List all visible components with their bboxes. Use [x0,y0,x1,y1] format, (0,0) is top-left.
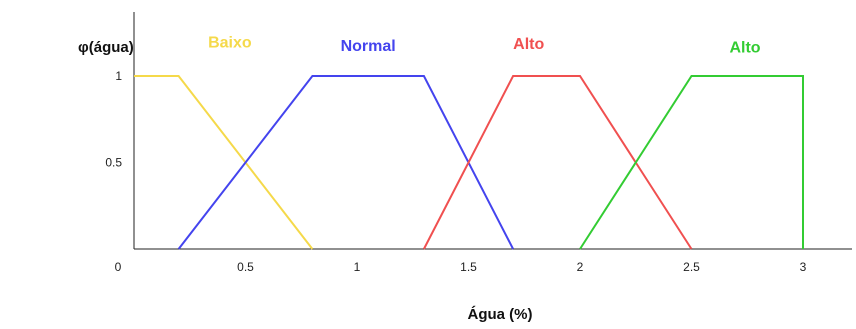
series-label-baixo-0: Baixo [208,34,252,51]
y-tick-label: 0.5 [105,156,122,170]
series-line-normal-1 [177,75,514,250]
x-axis-label: Água (%) [468,306,533,323]
series-line-alto-3 [579,75,804,250]
axes [133,12,852,250]
series-labels: Baixo Normal Alto Alto [208,34,761,56]
x-tick-label: 2 [577,260,584,274]
x-tick-labels: 0 0.5 1 1.5 2 2.5 3 [115,260,807,274]
x-tick-label: 0.5 [237,260,254,274]
y-tick-labels: 0.51 [105,69,122,170]
series-line-baixo-0 [134,75,314,250]
x-tick-label: 0 [115,260,122,274]
x-tick-label: 3 [800,260,807,274]
series-line-alto-2 [423,75,693,250]
series-lines [134,75,804,250]
x-tick-label: 2.5 [683,260,700,274]
series-label-alto-2: Alto [513,36,544,53]
series-label-alto-3: Alto [729,40,760,57]
y-tick-label: 1 [115,69,122,83]
y-axis-label: φ(água) [78,39,134,56]
x-tick-label: 1 [354,260,361,274]
series-label-normal-1: Normal [341,38,396,55]
x-tick-label: 1.5 [460,260,477,274]
